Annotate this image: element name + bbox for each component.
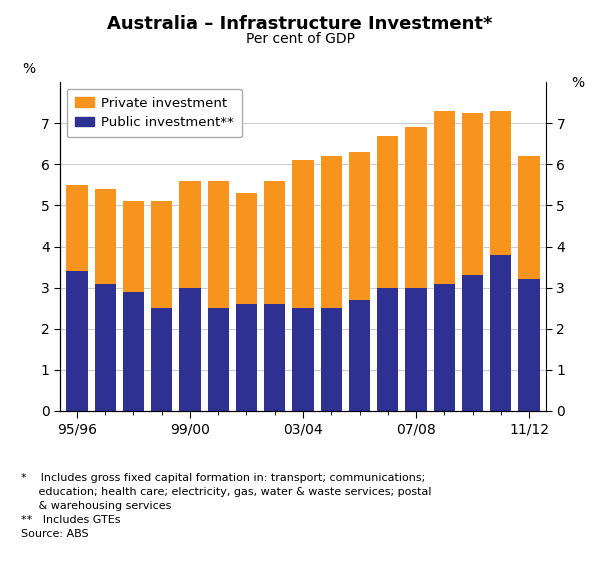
Bar <box>67 185 88 271</box>
Bar <box>377 136 398 288</box>
Bar <box>377 288 398 411</box>
Bar <box>490 255 511 411</box>
Bar <box>349 300 370 411</box>
Text: *    Includes gross fixed capital formation in: transport; communications;
     : * Includes gross fixed capital formation… <box>21 473 431 538</box>
Bar <box>292 160 314 308</box>
Y-axis label: %: % <box>571 76 584 90</box>
Bar <box>179 181 200 288</box>
Text: Australia – Infrastructure Investment*: Australia – Infrastructure Investment* <box>107 15 493 33</box>
Bar <box>406 288 427 411</box>
Bar <box>179 288 200 411</box>
Bar <box>236 304 257 411</box>
Bar <box>95 189 116 284</box>
Legend: Private investment, Public investment**: Private investment, Public investment** <box>67 89 242 137</box>
Bar <box>320 308 342 411</box>
Bar <box>320 156 342 308</box>
Bar <box>151 201 172 308</box>
Bar <box>292 308 314 411</box>
Y-axis label: %: % <box>22 62 35 76</box>
Bar <box>490 111 511 255</box>
Bar <box>123 292 144 411</box>
Bar <box>462 275 483 411</box>
Bar <box>406 127 427 288</box>
Bar <box>208 308 229 411</box>
Bar <box>518 279 539 411</box>
Bar <box>518 156 539 279</box>
Bar <box>95 284 116 411</box>
Bar <box>462 113 483 275</box>
Bar <box>151 308 172 411</box>
Bar <box>349 152 370 300</box>
Bar <box>208 181 229 308</box>
Bar <box>123 201 144 292</box>
Bar <box>264 181 286 304</box>
Bar <box>434 111 455 284</box>
Bar <box>264 304 286 411</box>
Text: Per cent of GDP: Per cent of GDP <box>245 32 355 46</box>
Bar <box>434 284 455 411</box>
Bar <box>67 271 88 411</box>
Bar <box>236 193 257 304</box>
